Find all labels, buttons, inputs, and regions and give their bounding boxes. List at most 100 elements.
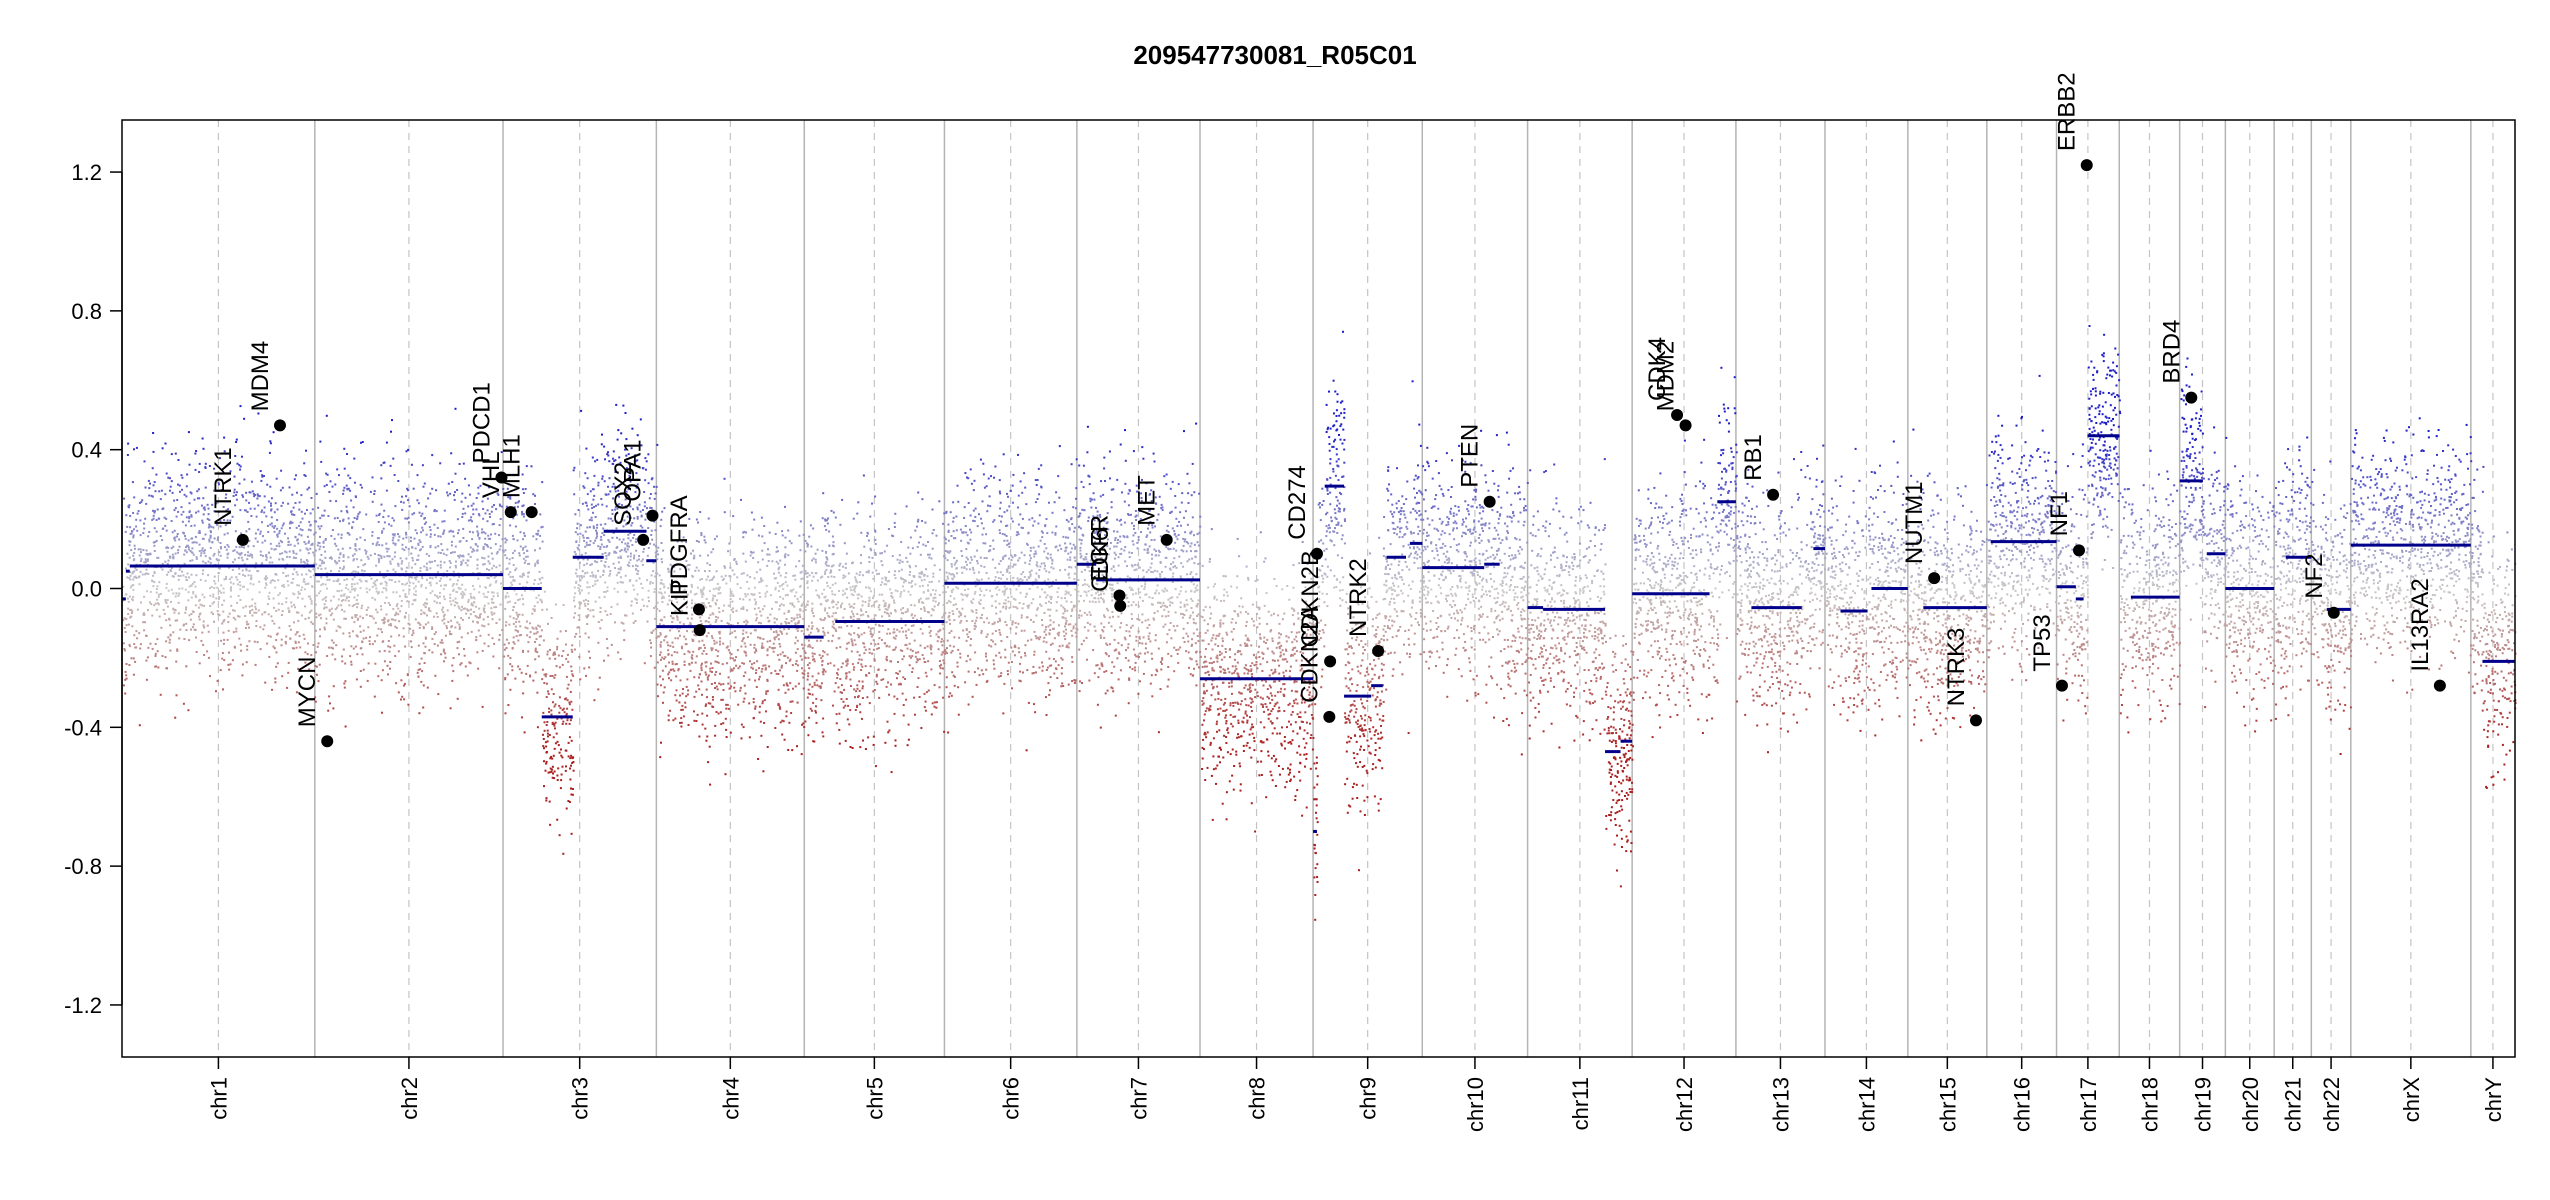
probe-point: [287, 671, 290, 674]
probe-point: [405, 536, 408, 539]
probe-point: [794, 662, 797, 665]
probe-point: [437, 551, 440, 554]
probe-point: [524, 559, 527, 562]
probe-point: [162, 608, 165, 611]
probe-point: [456, 621, 459, 624]
probe-point: [304, 583, 307, 586]
probe-point: [340, 600, 343, 602]
probe-point: [616, 546, 619, 549]
probe-point: [803, 650, 806, 653]
probe-point: [773, 636, 776, 639]
probe-point: [780, 666, 783, 669]
probe-point: [832, 606, 835, 609]
probe-point: [647, 453, 650, 456]
probe-point: [735, 562, 738, 565]
probe-point: [593, 699, 596, 702]
probe-point: [156, 585, 159, 588]
probe-point: [127, 607, 130, 610]
probe-point: [916, 525, 918, 528]
probe-point: [462, 462, 465, 465]
probe-point: [135, 568, 138, 571]
probe-point: [412, 599, 415, 602]
probe-point: [498, 564, 501, 567]
probe-point: [522, 603, 525, 606]
probe-point: [244, 627, 247, 629]
probe-point: [585, 501, 588, 504]
probe-point: [856, 593, 859, 596]
probe-point: [873, 689, 876, 691]
probe-point: [586, 558, 589, 561]
probe-point: [332, 707, 335, 710]
probe-point: [667, 567, 670, 570]
probe-point: [268, 451, 271, 454]
probe-point: [746, 609, 749, 612]
probe-point: [593, 494, 596, 497]
probe-point: [133, 634, 136, 637]
probe-point: [549, 648, 551, 651]
probe-point: [143, 629, 146, 632]
probe-point: [760, 516, 763, 519]
probe-point: [154, 652, 157, 655]
probe-point: [154, 541, 157, 543]
probe-point: [900, 568, 903, 571]
probe-point: [170, 600, 172, 603]
probe-point: [495, 580, 498, 583]
probe-point: [123, 648, 126, 650]
probe-point: [155, 608, 158, 611]
probe-point: [571, 762, 574, 764]
probe-point: [258, 495, 261, 498]
probe-point: [391, 419, 393, 422]
probe-point: [128, 544, 131, 547]
probe-point: [285, 575, 287, 578]
probe-point: [124, 692, 127, 695]
probe-point: [164, 598, 167, 601]
probe-point: [145, 572, 148, 575]
probe-point: [761, 558, 764, 561]
probe-point: [281, 541, 284, 544]
probe-point: [221, 603, 224, 606]
probe-point: [371, 476, 374, 479]
probe-point: [394, 613, 397, 616]
probe-point: [736, 649, 739, 652]
probe-point: [178, 538, 181, 541]
probe-point: [813, 660, 816, 663]
probe-point: [329, 702, 331, 705]
probe-point: [611, 519, 614, 522]
probe-point: [787, 621, 790, 624]
probe-point: [408, 589, 411, 591]
probe-point: [167, 571, 170, 574]
probe-point: [326, 655, 329, 657]
probe-point: [509, 484, 512, 487]
probe-point: [545, 760, 548, 763]
probe-point: [643, 491, 646, 493]
probe-point: [300, 573, 303, 576]
probe-point: [870, 632, 873, 635]
probe-point: [164, 600, 167, 603]
probe-point: [263, 624, 266, 627]
probe-point: [526, 620, 528, 623]
probe-point: [158, 581, 161, 584]
probe-point: [419, 570, 422, 572]
probe-point: [134, 547, 136, 550]
probe-point: [596, 526, 598, 529]
probe-point: [388, 523, 390, 526]
probe-point: [492, 595, 495, 598]
probe-point: [535, 532, 538, 535]
probe-point: [570, 739, 573, 742]
probe-point: [832, 634, 834, 637]
probe-point: [232, 616, 235, 619]
probe-point: [411, 559, 414, 562]
probe-point: [201, 519, 204, 522]
probe-point: [400, 679, 403, 682]
probe-point: [433, 533, 436, 536]
probe-point: [838, 728, 841, 731]
probe-point: [640, 514, 643, 517]
probe-point: [577, 583, 580, 586]
probe-point: [708, 570, 711, 572]
probe-point: [336, 517, 339, 519]
probe-point: [147, 535, 150, 538]
probe-point: [357, 571, 360, 574]
probe-point: [619, 658, 622, 661]
probe-point: [313, 577, 316, 580]
probe-point: [522, 492, 525, 494]
